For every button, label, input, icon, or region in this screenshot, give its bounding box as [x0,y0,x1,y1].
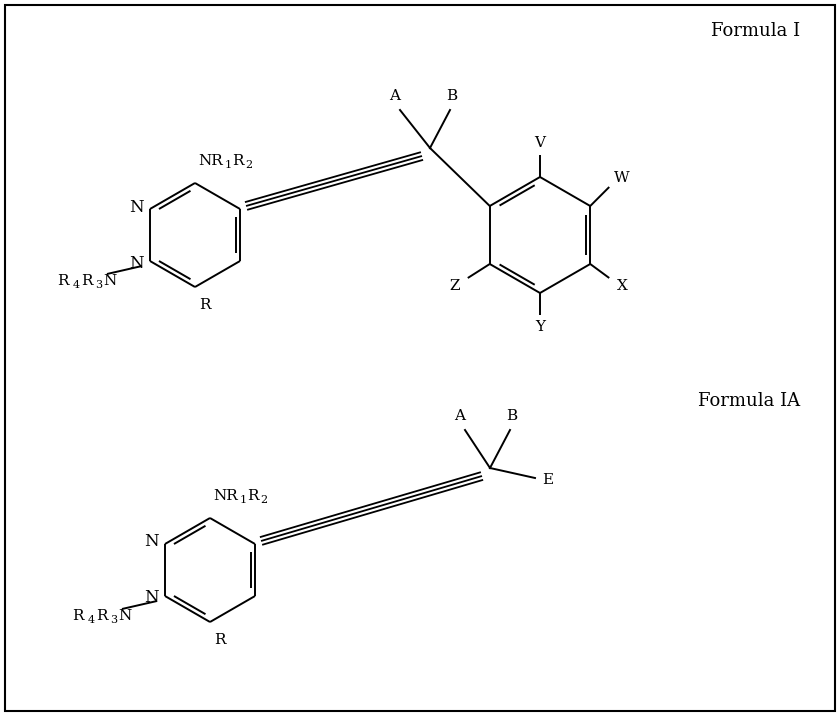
Text: N: N [144,533,158,551]
Text: R: R [214,633,226,647]
Text: V: V [534,136,545,150]
Text: B: B [446,89,458,103]
Text: 2: 2 [245,160,252,170]
Text: Y: Y [535,320,545,334]
Text: A: A [454,409,465,423]
Text: N: N [129,198,144,216]
Text: W: W [614,171,630,185]
Text: Formula IA: Formula IA [698,392,800,410]
Text: N: N [144,589,158,606]
Text: R: R [232,154,244,168]
Text: NR: NR [198,154,223,168]
Text: 2: 2 [260,495,267,505]
Text: 4: 4 [88,615,95,625]
Text: N: N [103,274,116,288]
Text: N: N [129,254,144,271]
Text: B: B [507,409,517,423]
Text: R: R [57,274,69,288]
Text: R: R [72,609,83,623]
Text: 4: 4 [73,280,80,290]
Text: X: X [617,279,627,293]
Text: Formula I: Formula I [711,22,800,40]
Text: N: N [118,609,131,623]
Text: R: R [96,609,108,623]
Text: 1: 1 [225,160,232,170]
Text: Z: Z [449,279,460,293]
Text: R: R [81,274,92,288]
Text: 1: 1 [240,495,247,505]
Text: A: A [390,89,401,103]
Text: 3: 3 [110,615,117,625]
Text: E: E [543,473,554,487]
Text: 3: 3 [95,280,102,290]
Text: R: R [199,298,211,312]
Text: R: R [247,489,259,503]
Text: NR: NR [213,489,238,503]
